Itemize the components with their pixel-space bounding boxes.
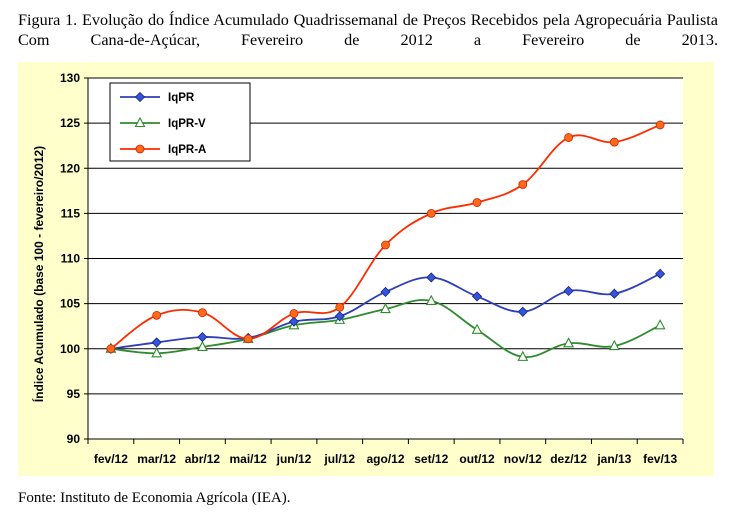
data-point-marker (380, 302, 391, 314)
x-tick-label: nov/12 (504, 452, 542, 466)
y-tick-label: 100 (60, 342, 80, 356)
y-tick-label: 115 (61, 206, 81, 220)
legend-box (109, 82, 251, 162)
legend-item: IqPR (120, 91, 195, 104)
data-point-marker (471, 291, 483, 302)
y-tick-label: 125 (60, 116, 80, 130)
legend-label: IqPR (168, 92, 195, 104)
data-point-marker (334, 311, 345, 322)
data-point-marker (135, 144, 145, 154)
data-point-marker (517, 350, 529, 361)
x-tick-label: out/12 (459, 452, 495, 466)
data-point-marker (152, 310, 162, 320)
legend-item: IqPR-V (120, 116, 206, 130)
data-point-marker (243, 334, 253, 344)
data-point-marker (655, 268, 666, 279)
x-tick-label: ago/12 (366, 452, 404, 466)
data-point-marker (609, 288, 620, 299)
x-tick-label: jun/12 (276, 452, 312, 466)
data-point-marker (426, 272, 437, 283)
series-layer (105, 120, 666, 361)
data-point-marker (335, 302, 345, 312)
data-point-marker (608, 339, 620, 351)
legend-label: IqPR-V (168, 118, 206, 130)
data-point-marker (517, 306, 528, 317)
figure-caption: Figura 1. Evolução do Índice Acumulado Q… (18, 11, 718, 49)
data-point-marker (380, 286, 391, 297)
x-tick-label: jul/12 (323, 452, 355, 466)
y-axis-label: Índice Acumulado (base 100 - fevereiro/2… (31, 146, 46, 402)
data-point-marker (106, 344, 116, 354)
y-tick-label: 130 (60, 71, 80, 85)
data-point-marker (197, 340, 208, 351)
y-tick-label: 105 (60, 297, 80, 311)
x-tick-label: jan/13 (596, 452, 631, 466)
x-tick-label: mai/12 (230, 452, 268, 466)
data-point-marker (151, 337, 162, 348)
data-point-marker (134, 91, 146, 103)
data-point-marker (655, 120, 665, 130)
y-tick-label: 90 (67, 432, 81, 446)
data-point-marker (563, 285, 574, 297)
line-chart: 90 95 100 105 110 115 120 125 130 fev/12 mar/12 abr… (31, 71, 684, 466)
x-tick-label: dez/12 (550, 452, 587, 466)
data-point-marker (288, 316, 300, 327)
source-note: Fonte: Instituto de Economia Agrícola (I… (18, 490, 291, 506)
chart-area: 90 95 100 105 110 115 120 125 130 fev/12 mar/12 abr… (18, 62, 714, 476)
series-iqpr-a (106, 120, 665, 354)
data-point-marker (564, 133, 573, 142)
data-point-marker (609, 137, 619, 147)
x-tick-label: mar/12 (137, 452, 176, 466)
data-point-marker (151, 347, 163, 358)
legend: IqPR IqPR-V IqPR-A (109, 82, 251, 162)
data-point-marker (381, 240, 390, 250)
y-tick-label: 120 (60, 161, 80, 175)
series-iqpr (105, 268, 666, 354)
data-point-marker (198, 308, 207, 318)
data-point-marker (471, 323, 483, 334)
x-tick-label: set/12 (414, 452, 448, 466)
y-tick-label: 110 (61, 252, 81, 266)
axis-layer: 90 95 100 105 110 115 120 125 130 fev/12 mar/12 abr… (60, 71, 684, 466)
data-point-marker (472, 198, 482, 207)
legend-label: IqPR-A (168, 144, 206, 156)
legend-item: IqPR-A (120, 144, 206, 156)
data-point-marker (289, 309, 299, 318)
x-tick-label: fev/13 (643, 452, 677, 466)
y-tick-label: 95 (67, 387, 81, 401)
series-iqpr-v (105, 294, 666, 361)
data-point-marker (134, 116, 146, 128)
data-point-marker (563, 337, 574, 348)
data-point-marker (197, 331, 208, 343)
data-point-marker (425, 294, 437, 305)
data-point-marker (654, 319, 666, 330)
data-point-marker (518, 180, 528, 189)
data-point-marker (426, 208, 436, 218)
x-tick-label: abr/12 (185, 452, 221, 466)
x-tick-label: fev/12 (94, 452, 128, 466)
